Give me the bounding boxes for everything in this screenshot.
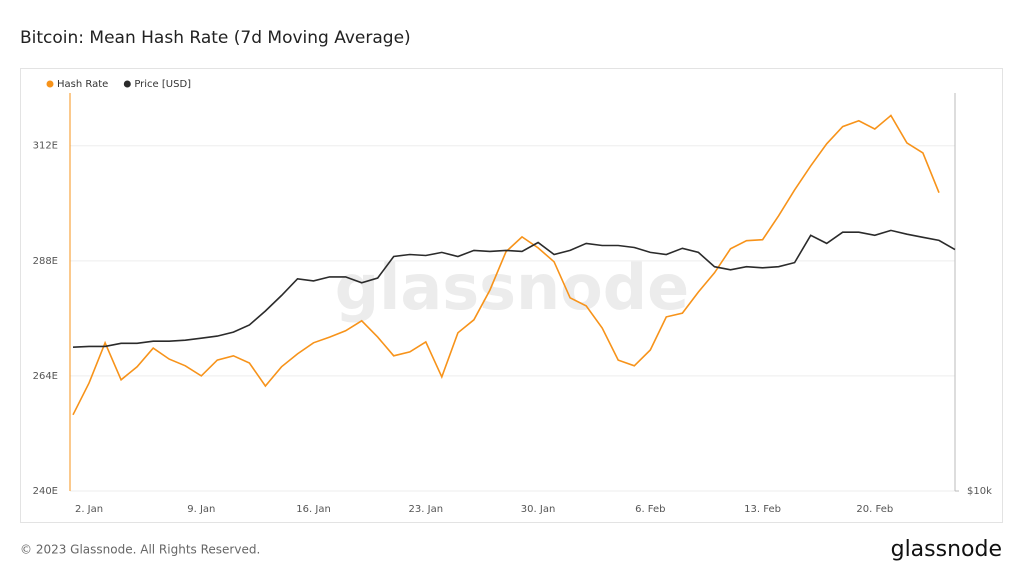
series-line (72, 114, 940, 416)
series-line (72, 229, 956, 348)
legend-label: Hash Rate (57, 79, 108, 90)
brand-logo: glassnode (891, 537, 1002, 562)
x-tick-label: 20. Feb (856, 504, 893, 515)
y2-tick-label: $10k (967, 486, 992, 497)
legend-label: Price [USD] (134, 79, 191, 90)
x-tick-label: 9. Jan (187, 504, 215, 515)
chart-title: Bitcoin: Mean Hash Rate (7d Moving Avera… (20, 28, 411, 48)
x-tick-label: 2. Jan (75, 504, 103, 515)
chart-frame (20, 68, 1003, 523)
x-tick-label: 16. Jan (296, 504, 331, 515)
x-tick-label: 6. Feb (635, 504, 665, 515)
legend-swatch (46, 80, 54, 88)
x-tick-label: 23. Jan (409, 504, 444, 515)
watermark: glassnode (335, 251, 689, 324)
x-tick-label: 13. Feb (744, 504, 781, 515)
y-tick-label: 264E (33, 371, 58, 382)
x-tick-label: 30. Jan (521, 504, 556, 515)
y-tick-label: 240E (33, 486, 58, 497)
y-tick-label: 288E (33, 256, 58, 267)
legend-swatch (123, 80, 131, 88)
footer: © 2023 Glassnode. All Rights Reserved. (20, 543, 260, 557)
y-tick-label: 312E (33, 141, 58, 152)
